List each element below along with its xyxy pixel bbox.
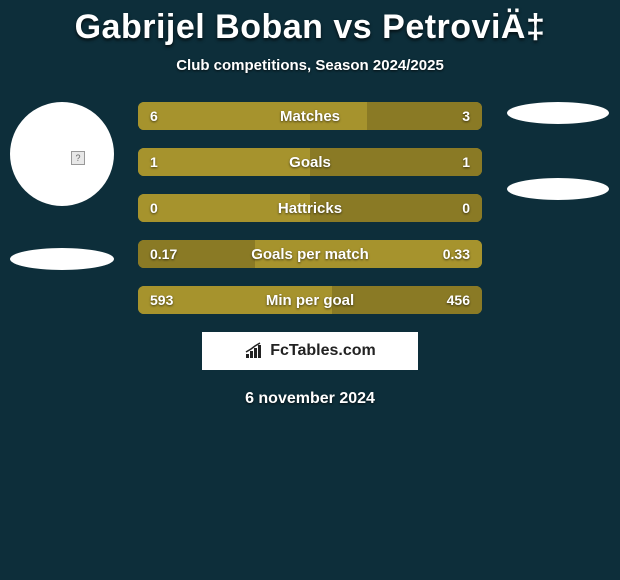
stat-value-left: 0: [150, 194, 158, 222]
footer-date: 6 november 2024: [0, 390, 620, 408]
stats-bars: 63Matches11Goals00Hattricks0.170.33Goals…: [138, 102, 482, 314]
stat-value-right: 456: [447, 286, 470, 314]
stat-value-left: 6: [150, 102, 158, 130]
player-left-panel: ?: [8, 102, 116, 270]
image-placeholder-icon: ?: [71, 151, 85, 165]
stat-value-right: 0: [462, 194, 470, 222]
stat-value-right: 0.33: [443, 240, 470, 268]
stat-bar-left: [138, 194, 310, 222]
stat-bar-left: [138, 148, 310, 176]
stat-bar-right: [310, 194, 482, 222]
stat-row: 593456Min per goal: [138, 286, 482, 314]
player-left-avatar: ?: [10, 102, 114, 206]
stat-value-right: 3: [462, 102, 470, 130]
chart-icon: [244, 342, 266, 360]
stat-value-left: 593: [150, 286, 173, 314]
stat-row: 0.170.33Goals per match: [138, 240, 482, 268]
stat-value-left: 1: [150, 148, 158, 176]
stat-bar-right: [310, 148, 482, 176]
player-right-avatar: [507, 102, 609, 124]
stat-row: 63Matches: [138, 102, 482, 130]
branding-logo: FcTables.com: [202, 332, 418, 370]
stat-row: 00Hattricks: [138, 194, 482, 222]
page-subtitle: Club competitions, Season 2024/2025: [0, 57, 620, 74]
stat-value-left: 0.17: [150, 240, 177, 268]
page-title: Gabrijel Boban vs PetroviÄ‡: [0, 8, 620, 47]
stat-bar-left: [138, 102, 367, 130]
player-left-shadow: [10, 248, 114, 270]
branding-text: FcTables.com: [270, 342, 376, 360]
stat-value-right: 1: [462, 148, 470, 176]
player-right-shadow: [507, 178, 609, 200]
stat-row: 11Goals: [138, 148, 482, 176]
player-right-panel: [504, 102, 612, 200]
